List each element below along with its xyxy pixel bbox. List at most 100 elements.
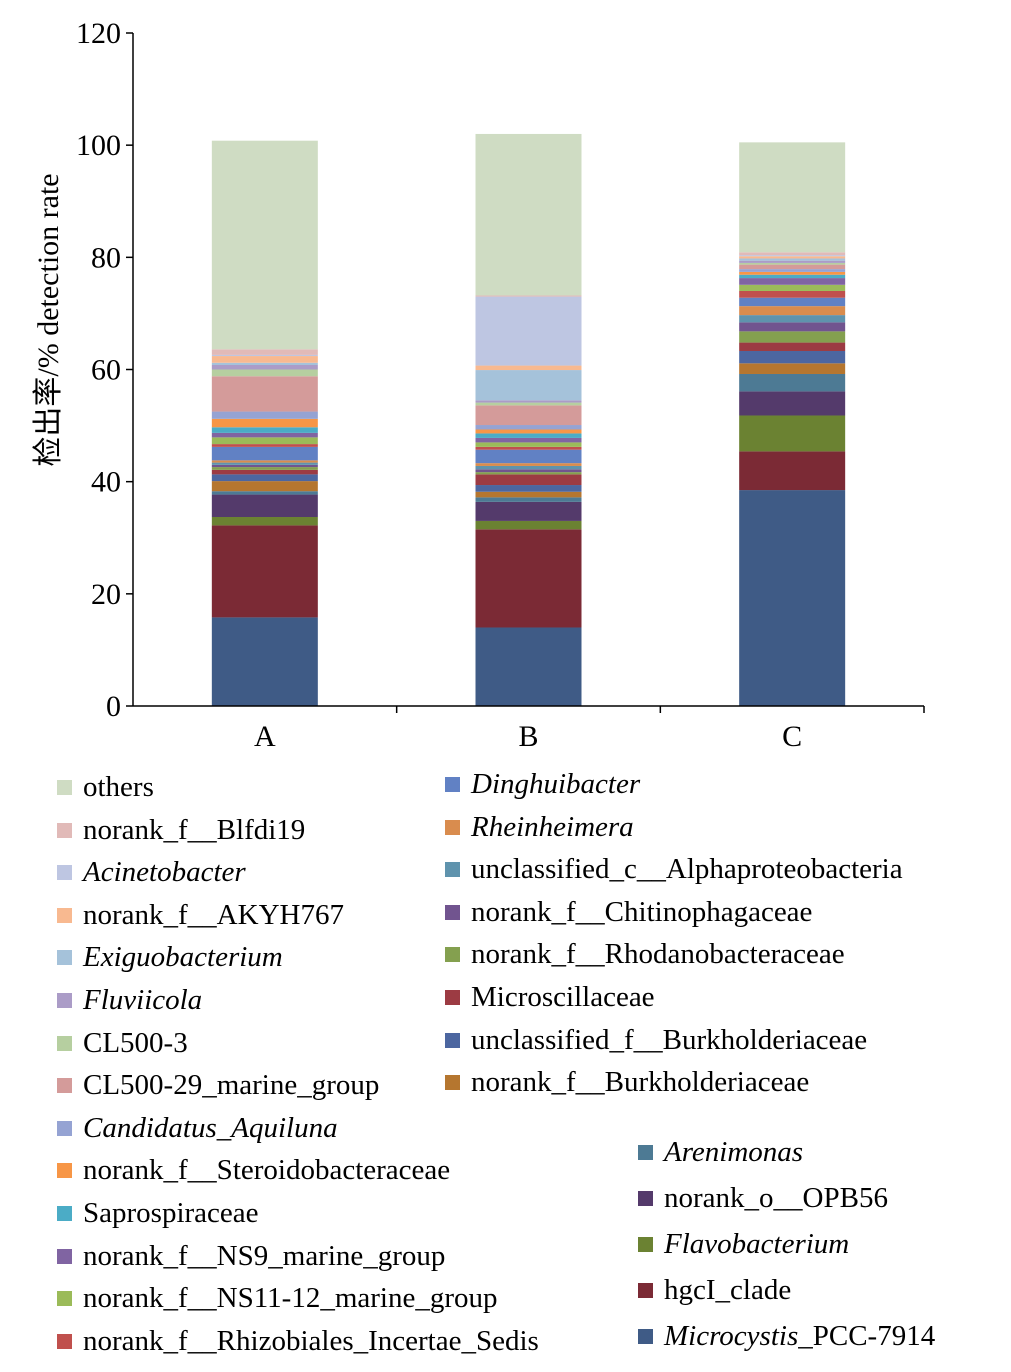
bar-segment-C-26 xyxy=(739,142,846,253)
legend-label: norank_f__Burkholderiaceae xyxy=(471,1066,810,1099)
legend-swatch xyxy=(638,1283,653,1298)
bar-segment-B-16 xyxy=(475,433,582,438)
legend-swatch xyxy=(57,1291,72,1307)
legend-swatch xyxy=(57,993,72,1008)
bar-segment-A-13 xyxy=(211,444,318,447)
bar-segment-B-9 xyxy=(475,469,582,473)
bar-segment-A-21 xyxy=(211,365,318,370)
legend-swatch xyxy=(638,1329,653,1344)
bar-segment-C-22 xyxy=(739,258,846,261)
bar-segment-A-1 xyxy=(211,525,318,618)
bar-segment-A-25 xyxy=(211,349,318,355)
y-tick-label-0: 0 xyxy=(106,690,121,723)
y-tick-label-40: 40 xyxy=(91,466,121,499)
bar-segment-A-16 xyxy=(211,427,318,433)
bar-segment-A-4 xyxy=(211,491,318,495)
legend-swatch xyxy=(445,1075,460,1091)
bar-segment-B-25 xyxy=(475,295,582,297)
legend-swatch xyxy=(57,780,72,795)
bar-segment-B-24 xyxy=(475,296,582,366)
legend-swatch xyxy=(445,904,460,920)
y-tick-label-120: 120 xyxy=(76,17,121,50)
bar-segment-C-13 xyxy=(739,290,846,298)
bar-segment-C-14 xyxy=(739,284,846,291)
bar-segment-C-12 xyxy=(739,297,846,307)
x-tick-label-B: B xyxy=(518,720,538,753)
legend-swatch xyxy=(445,990,460,1005)
legend-label: others xyxy=(83,771,154,803)
bar-segment-C-17 xyxy=(739,271,846,275)
legend-label: Candidatus_Aquiluna xyxy=(83,1111,338,1144)
bar-segment-A-2 xyxy=(211,517,318,526)
y-tick-label-60: 60 xyxy=(91,354,121,387)
bar-segment-B-22 xyxy=(475,370,582,401)
legend-swatch xyxy=(57,1333,72,1349)
bar-segment-A-18 xyxy=(211,411,318,419)
bar-segment-B-11 xyxy=(475,463,582,466)
bar-segment-B-26 xyxy=(475,133,582,296)
bar-segment-A-3 xyxy=(211,494,318,517)
legend-swatch xyxy=(57,865,72,881)
bar-segment-B-2 xyxy=(475,520,582,530)
y-tick-label-80: 80 xyxy=(91,241,121,274)
legend-label: Fluviicola xyxy=(83,984,203,1016)
bar-segment-A-9 xyxy=(211,464,318,468)
bar-segment-A-15 xyxy=(211,432,318,438)
legend-label-italic: Microcystis xyxy=(664,1320,799,1352)
bar-segment-C-3 xyxy=(739,391,846,416)
bar-segment-C-25 xyxy=(739,252,846,256)
plot-area: 0 20 40 60 80 100 120 A B C xyxy=(76,17,925,753)
legend-swatch xyxy=(57,1078,72,1094)
legend-label: CL500-29_marine_group xyxy=(83,1069,380,1102)
legend-label: norank_f__Rhodanobacteraceae xyxy=(471,938,845,971)
legend-swatch xyxy=(57,1035,72,1051)
bar-segment-B-23 xyxy=(475,365,582,371)
legend-label: hgcI_clade xyxy=(664,1274,792,1306)
bar-segment-A-11 xyxy=(211,460,318,463)
bar-segment-C-20 xyxy=(739,262,846,265)
bar-segment-A-10 xyxy=(211,462,318,465)
bar-segment-B-6 xyxy=(475,485,582,492)
bar-segment-C-7 xyxy=(739,342,846,351)
bar-segment-B-19 xyxy=(475,405,582,426)
bar-segment-C-11 xyxy=(739,306,846,316)
legend-swatch xyxy=(57,1206,72,1221)
legend-label: Acinetobacter xyxy=(83,856,246,889)
legend-label: Arenimonas xyxy=(664,1136,804,1168)
bar-segment-B-14 xyxy=(475,442,582,447)
bar-segment-B-10 xyxy=(475,465,582,470)
legend-label: Dinghuibacter xyxy=(471,768,641,800)
bar-segment-C-2 xyxy=(739,415,846,452)
bar-segment-B-1 xyxy=(475,529,582,628)
y-tick-label-20: 20 xyxy=(91,578,121,611)
bar-segment-B-7 xyxy=(475,474,582,486)
bar-segment-A-0 xyxy=(211,617,318,706)
bar-segment-C-15 xyxy=(739,278,846,285)
bar-segment-C-16 xyxy=(739,274,846,279)
bar-segment-B-20 xyxy=(475,402,582,406)
bar-segment-A-7 xyxy=(211,469,318,475)
bar-segment-C-10 xyxy=(739,315,846,323)
y-axis-title: 检出率/% detection rate xyxy=(32,173,65,466)
bar-segment-A-12 xyxy=(211,446,318,461)
bar-segment-B-5 xyxy=(475,491,582,498)
legend-swatch xyxy=(57,1163,72,1179)
bar-segment-B-4 xyxy=(475,497,582,502)
legend-label: Exiguobacterium xyxy=(83,941,283,974)
bar-segment-C-6 xyxy=(739,350,846,364)
bar-segment-B-17 xyxy=(475,429,582,434)
legend-label: norank_f__Rhizobiales_Incertae_Sedis xyxy=(83,1324,539,1357)
x-tick-label-C: C xyxy=(782,720,802,753)
bar-segment-C-19 xyxy=(739,264,846,270)
bar-segment-C-24 xyxy=(739,255,846,257)
legend-swatch xyxy=(638,1145,653,1160)
bar-segment-A-24 xyxy=(211,354,318,357)
bar-segment-C-5 xyxy=(739,363,846,374)
bar-segment-B-18 xyxy=(475,425,582,430)
bar-segment-A-6 xyxy=(211,474,318,482)
stacked-bar-chart: 0 20 40 60 80 100 120 A B C 检出率/% detection rate xyxy=(32,17,925,753)
bar-segment-C-21 xyxy=(739,260,846,263)
legend-label: norank_o__OPB56 xyxy=(664,1182,888,1214)
legend-swatch xyxy=(57,1120,72,1136)
legend-swatch xyxy=(57,1248,72,1264)
